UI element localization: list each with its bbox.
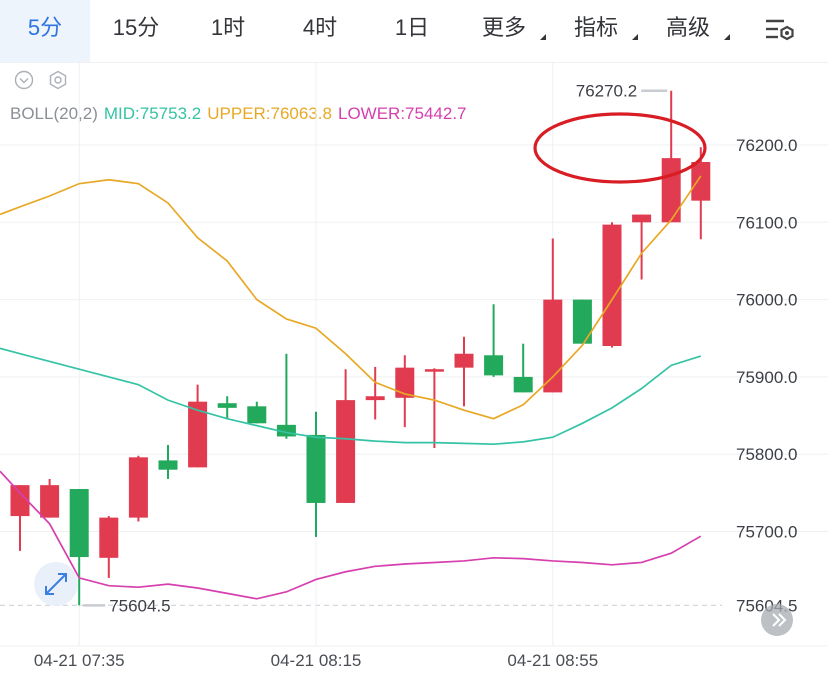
candle-body — [572, 299, 592, 344]
tab-label: 1时 — [210, 15, 246, 40]
y-tick-label: 75800.0 — [736, 445, 797, 464]
dropdown-triangle-icon — [632, 34, 638, 40]
candle-body — [217, 403, 237, 408]
y-tick-label: 75700.0 — [736, 523, 797, 542]
timeframe-toolbar: 5分 15分 1时 4时 1日 更多 指标 高级 — [0, 0, 828, 63]
y-tick-label: 76200.0 — [736, 136, 797, 155]
dropdown-triangle-icon — [540, 34, 546, 40]
y-tick-label: 76000.0 — [736, 291, 797, 310]
tab-label: 更多 — [481, 15, 526, 40]
candle-body — [306, 434, 326, 503]
candle-body — [454, 353, 474, 368]
tab-advanced[interactable]: 高级 — [642, 0, 734, 62]
boll-name: BOLL(20,2) — [10, 104, 98, 123]
collapse-icon[interactable] — [14, 70, 34, 90]
candle-body — [128, 457, 148, 518]
candle-body — [513, 376, 533, 393]
candle-body — [10, 485, 30, 517]
tab-label: 15分 — [112, 15, 160, 40]
x-tick-label: 04-21 07:35 — [34, 651, 125, 670]
x-tick-label: 04-21 08:55 — [507, 651, 598, 670]
candle-body — [691, 162, 711, 201]
candle-body — [69, 489, 89, 558]
boll-mid-value: MID:75753.2 — [103, 104, 202, 123]
candle-body — [395, 367, 415, 398]
annotation-circle — [533, 112, 707, 184]
boll-mid-line — [0, 347, 702, 446]
hexagon-settings-icon[interactable] — [48, 70, 68, 90]
boll-lower-line — [0, 470, 702, 600]
candle-body — [484, 355, 504, 376]
tab-label: 指标 — [573, 15, 618, 40]
candle-body — [424, 369, 444, 372]
y-tick-label: 76100.0 — [736, 213, 797, 232]
candle-body — [661, 158, 681, 223]
dropdown-triangle-icon — [724, 34, 730, 40]
candle-body — [158, 460, 178, 470]
candle-body — [543, 299, 563, 393]
boll-lower-value: LOWER:75442.7 — [337, 104, 467, 123]
y-tick-label: 75900.0 — [736, 368, 797, 387]
tab-1day[interactable]: 1日 — [366, 0, 458, 62]
candlestick-chart[interactable]: 76200.0 76100.0 76000.0 75900.0 75800.0 75700… — [0, 62, 828, 680]
candle-body — [40, 485, 60, 518]
high-price-label: 76270.2 — [576, 82, 637, 101]
boll-legend: BOLL(20,2) MID:75753.2 UPPER:76063.8 LOWER:… — [10, 104, 473, 124]
tab-4hour[interactable]: 4时 — [274, 0, 366, 62]
tab-label: 4时 — [302, 15, 338, 40]
candle-body — [188, 401, 208, 468]
x-tick-label: 04-21 08:15 — [271, 651, 362, 670]
candle-body — [602, 224, 622, 346]
tab-label: 高级 — [665, 15, 710, 40]
candle-body — [365, 396, 385, 401]
candle-body — [632, 214, 652, 223]
chart-settings-icon[interactable] — [764, 16, 798, 44]
low-price-label: 75604.5 — [109, 596, 170, 615]
tab-more[interactable]: 更多 — [458, 0, 550, 62]
candle-body — [336, 400, 356, 503]
boll-upper-line — [0, 175, 702, 420]
candle-body — [247, 406, 267, 424]
tab-indicators[interactable]: 指标 — [550, 0, 642, 62]
tab-1hour[interactable]: 1时 — [182, 0, 274, 62]
candle-body — [276, 424, 296, 437]
tab-5min[interactable]: 5分 — [0, 0, 90, 62]
expand-chart-icon[interactable] — [34, 562, 78, 606]
tab-label: 5分 — [27, 15, 63, 40]
boll-upper-value: UPPER:76063.8 — [207, 104, 332, 123]
candle-body — [99, 517, 119, 558]
scroll-latest-icon[interactable] — [761, 604, 793, 636]
tab-15min[interactable]: 15分 — [90, 0, 182, 62]
tab-label: 1日 — [394, 15, 430, 40]
